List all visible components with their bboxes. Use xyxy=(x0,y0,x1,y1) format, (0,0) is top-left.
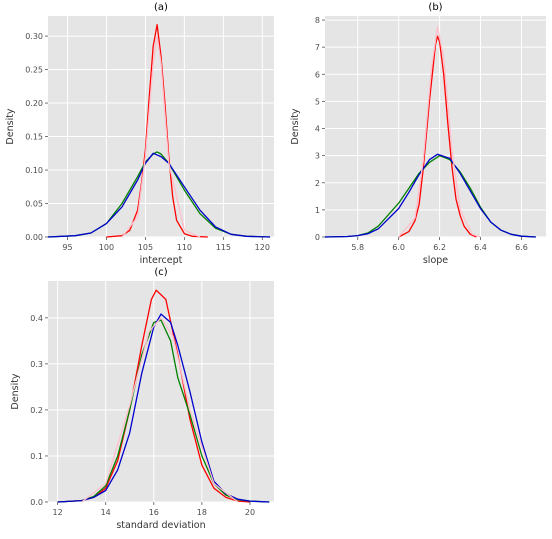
y-tick-label: 0.0 xyxy=(30,498,43,507)
y-axis-label: Density xyxy=(10,373,21,409)
y-axis-label: Density xyxy=(290,108,301,144)
x-tick-label: 5.8 xyxy=(351,243,364,252)
x-tick-label: 105 xyxy=(138,243,153,252)
x-tick-label: 6.4 xyxy=(474,243,487,252)
density-curve xyxy=(106,24,208,238)
x-tick-label: 110 xyxy=(177,243,192,252)
x-tick-label: 6.2 xyxy=(433,243,446,252)
x-tick-label: 18 xyxy=(197,508,207,517)
chart-title: (a) xyxy=(154,2,168,13)
y-tick-label: 3 xyxy=(315,152,320,161)
x-tick-label: 12 xyxy=(53,508,63,517)
x-tick-label: 20 xyxy=(245,508,255,517)
y-tick-label: 0.25 xyxy=(25,66,43,75)
x-tick-label: 115 xyxy=(216,243,231,252)
y-tick-label: 2 xyxy=(315,179,320,188)
y-tick-label: 0.2 xyxy=(30,406,43,415)
x-tick-label: 6.0 xyxy=(392,243,405,252)
density-curve xyxy=(324,153,536,238)
chart-title: (b) xyxy=(428,2,442,13)
y-tick-label: 0 xyxy=(315,233,320,242)
x-tick-label: 95 xyxy=(62,243,72,252)
x-tick-label: 100 xyxy=(99,243,114,252)
y-tick-label: 8 xyxy=(315,16,320,25)
y-tick-label: 6 xyxy=(315,70,320,79)
y-tick-label: 0.05 xyxy=(25,200,43,209)
panel-c: 12 14 16 18 20 0.0 0.1 0.2 0.3 0.4 (c) standard dev… xyxy=(10,267,274,531)
panel-b: 5.8 6.0 6.2 6.4 6.6 0 1 2 3 4 5 6 7 8 (b) slope Density xyxy=(290,2,546,266)
y-tick-label: 7 xyxy=(315,43,320,52)
x-axis-label: slope xyxy=(423,255,448,266)
density-curve xyxy=(398,26,481,238)
plot-area-b xyxy=(325,16,546,237)
density-curve xyxy=(57,289,251,503)
x-axis-label: standard deviation xyxy=(116,520,205,531)
density-curve xyxy=(47,152,271,238)
y-tick-label: 0.20 xyxy=(25,99,43,108)
y-tick-label: 0.4 xyxy=(30,314,43,323)
y-tick-label: 0.00 xyxy=(25,233,43,242)
density-curve xyxy=(398,35,477,238)
x-axis-label: intercept xyxy=(140,255,183,266)
y-tick-label: 0.3 xyxy=(30,360,43,369)
density-curve xyxy=(81,317,239,503)
density-curve xyxy=(121,35,201,238)
y-axis-label: Density xyxy=(5,108,16,144)
x-tick-label: 120 xyxy=(255,243,270,252)
y-tick-label: 1 xyxy=(315,206,320,215)
panel-a: 95 100 105 110 115 120 0.00 0.05 0.10 0.15 0.20 0.2… xyxy=(5,2,274,266)
y-tick-label: 0.10 xyxy=(25,166,43,175)
density-curve xyxy=(57,319,270,503)
y-tick-label: 5 xyxy=(315,97,320,106)
y-tick-label: 0.30 xyxy=(25,32,43,41)
x-tick-label: 16 xyxy=(149,508,159,517)
x-tick-label: 14 xyxy=(101,508,111,517)
y-tick-label: 0.1 xyxy=(30,452,43,461)
chart-title: (c) xyxy=(154,267,167,278)
y-tick-label: 4 xyxy=(315,125,320,134)
x-tick-label: 6.6 xyxy=(515,243,528,252)
y-tick-label: 0.15 xyxy=(25,133,43,142)
